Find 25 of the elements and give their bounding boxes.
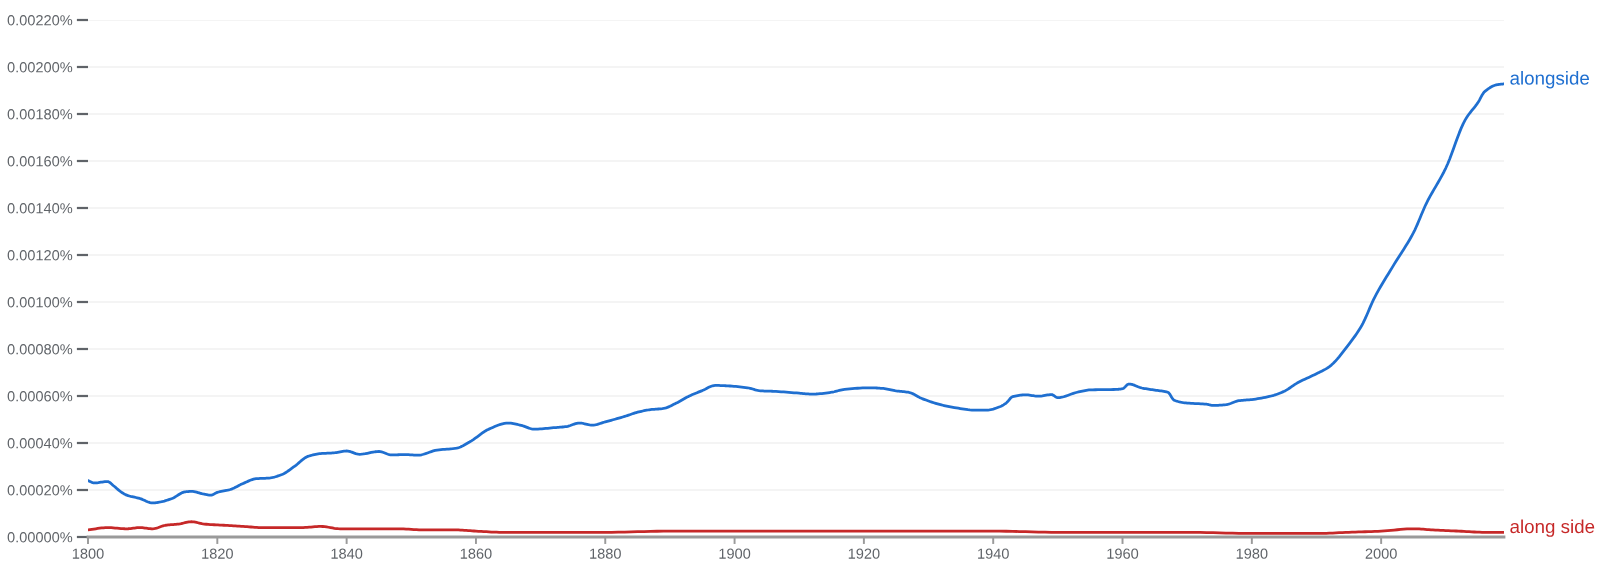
x-tick-label: 1980 bbox=[1236, 548, 1268, 559]
x-tick-label: 2000 bbox=[1365, 548, 1397, 559]
y-tick-label: 0.00040% bbox=[7, 438, 73, 449]
x-tick-label: 1820 bbox=[202, 548, 233, 559]
y-tick-label: 0.00140% bbox=[7, 203, 73, 214]
x-tick-label: 1960 bbox=[1107, 548, 1139, 559]
series-label: alongside bbox=[1510, 71, 1589, 89]
x-tick-label: 1940 bbox=[978, 548, 1009, 559]
x-tick-label: 1860 bbox=[460, 548, 492, 559]
x-tick-label: 1900 bbox=[719, 548, 751, 559]
y-tick-label: 0.00020% bbox=[7, 485, 73, 496]
y-tick-label: 0.00060% bbox=[7, 391, 73, 402]
y-tick-label: 0.00220% bbox=[7, 15, 73, 26]
y-tick-label: 0.00120% bbox=[7, 250, 73, 261]
x-tick-label: 1840 bbox=[331, 548, 363, 559]
y-tick-label: 0.00000% bbox=[7, 532, 73, 543]
y-tick-label: 0.00080% bbox=[7, 344, 73, 355]
x-tick-label: 1920 bbox=[848, 548, 880, 559]
series-label: along side bbox=[1510, 519, 1595, 537]
x-tick-label: 1880 bbox=[590, 548, 621, 559]
y-tick-label: 0.00180% bbox=[7, 109, 73, 120]
y-tick-label: 0.00200% bbox=[7, 62, 73, 73]
x-tick-label: 1800 bbox=[72, 548, 104, 559]
y-tick-label: 0.00100% bbox=[7, 297, 73, 308]
y-tick-label: 0.00160% bbox=[7, 156, 73, 167]
